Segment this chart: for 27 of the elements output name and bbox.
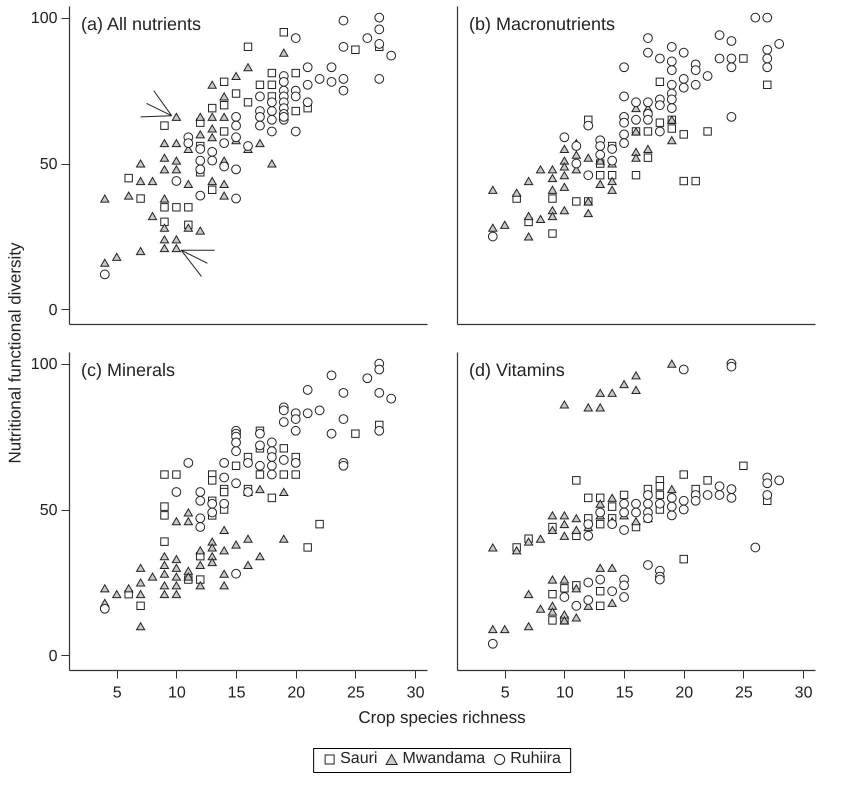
legend-label: Mwandama bbox=[402, 750, 486, 768]
x-tick-label: 25 bbox=[735, 684, 753, 702]
y-tick-label: 100 bbox=[30, 10, 58, 28]
x-tick-label: 10 bbox=[168, 684, 186, 702]
y-tick-label: 100 bbox=[30, 356, 58, 374]
y-axis-title: Nutritional functional diversity bbox=[5, 242, 24, 464]
x-tick-label: 5 bbox=[112, 684, 122, 702]
x-tick-label: 15 bbox=[228, 684, 246, 702]
x-axis-title: Crop species richness bbox=[358, 708, 526, 728]
x-tick-label: 20 bbox=[675, 684, 694, 702]
chart-title: (b) Macronutrients bbox=[469, 14, 616, 34]
chart-title: (c) Minerals bbox=[81, 360, 176, 380]
legend-label: Sauri bbox=[340, 750, 378, 768]
x-tick-label: 20 bbox=[287, 684, 306, 702]
x-tick-label: 30 bbox=[794, 684, 813, 702]
x-tick-label: 30 bbox=[406, 684, 425, 702]
y-tick-label: 50 bbox=[40, 502, 58, 520]
x-tick-label: 15 bbox=[616, 684, 634, 702]
x-tick-label: 25 bbox=[347, 684, 365, 702]
y-tick-label: 0 bbox=[48, 648, 58, 665]
x-tick-label: 5 bbox=[500, 684, 510, 702]
x-tick-label: 10 bbox=[556, 684, 574, 702]
legend-label: Ruhiira bbox=[510, 750, 561, 768]
chart-title: (a) All nutrients bbox=[81, 14, 202, 34]
y-tick-label: 0 bbox=[48, 302, 58, 319]
y-tick-label: 50 bbox=[40, 156, 58, 174]
chart-title: (d) Vitamins bbox=[469, 360, 565, 380]
